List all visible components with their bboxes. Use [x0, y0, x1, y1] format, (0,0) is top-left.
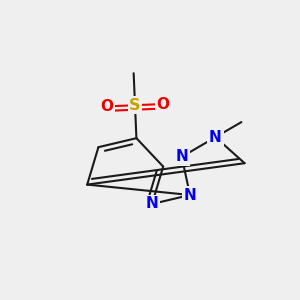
- Text: O: O: [157, 97, 169, 112]
- Text: S: S: [129, 98, 141, 113]
- Text: N: N: [209, 130, 222, 145]
- Text: N: N: [146, 196, 158, 211]
- Text: O: O: [100, 99, 113, 114]
- Text: N: N: [176, 149, 188, 164]
- Text: N: N: [184, 188, 196, 202]
